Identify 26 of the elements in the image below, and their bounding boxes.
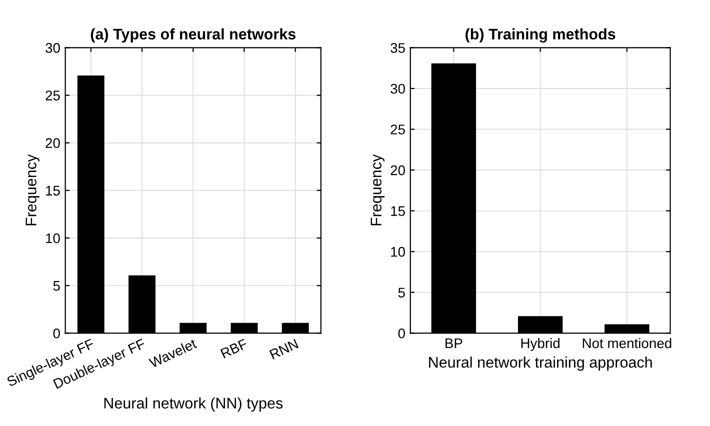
y-tick-label: 15: [46, 186, 60, 196]
y-tick-label: 15: [391, 206, 405, 216]
x-tick-label: Not mentioned: [582, 338, 672, 348]
y-tick-label: 30: [46, 43, 60, 53]
y-tick-label: 25: [46, 90, 60, 100]
y-axis-title: Frequency: [26, 154, 40, 226]
x-tick-label: RBF: [220, 338, 248, 358]
chart-title: (b) Training methods: [466, 28, 616, 43]
y-tick-label: 20: [390, 165, 405, 176]
y-tick-label: 5: [53, 281, 60, 291]
y-tick-label: 10: [391, 246, 405, 257]
x-tick-label: RNN: [269, 338, 299, 360]
y-tick-label: 0: [53, 328, 60, 338]
y-tick-label: 10: [46, 233, 60, 244]
y-tick-label: 5: [398, 288, 405, 298]
y-tick-label: 25: [390, 124, 405, 134]
x-axis-title: Neural network training approach: [429, 356, 652, 371]
y-tick-label: 30: [390, 84, 405, 94]
y-axis-title: Frequency: [370, 154, 385, 226]
x-axis-title: Neural network (NN) types: [104, 397, 283, 412]
y-tick-label: 20: [46, 138, 60, 148]
chart-title: (a) Types of neural networks: [90, 28, 296, 43]
x-tick-label: Hybrid: [521, 338, 560, 351]
x-tick-label: BP: [446, 338, 462, 348]
y-tick-label: 0: [398, 328, 405, 338]
y-tick-label: 35: [390, 43, 405, 53]
